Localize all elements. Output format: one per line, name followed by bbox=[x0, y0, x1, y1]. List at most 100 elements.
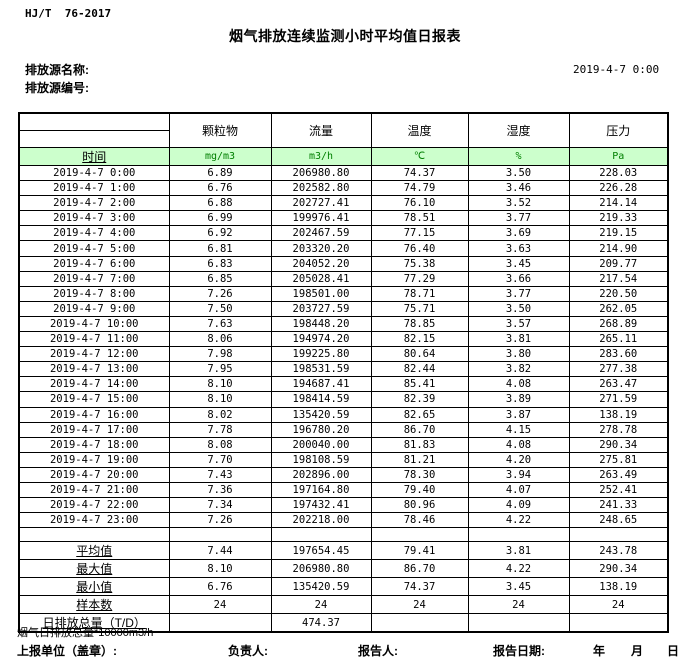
column-header: 湿度 bbox=[467, 112, 570, 148]
value-cell: 214.14 bbox=[568, 195, 669, 212]
value-cell: 7.50 bbox=[168, 300, 272, 317]
summary-label: 最大值 bbox=[18, 559, 170, 579]
value-cell: 197164.80 bbox=[270, 481, 372, 499]
table-row: 2019-4-7 16:00 8.02 135420.59 82.65 3.87 138.… bbox=[18, 406, 669, 423]
value-cell: 82.65 bbox=[370, 406, 469, 423]
time-cell: 2019-4-7 17:00 bbox=[18, 421, 170, 438]
table-row: 2019-4-7 13:00 7.95 198531.59 82.44 3.82 277.… bbox=[18, 361, 669, 378]
summary-label: 平均值 bbox=[18, 541, 170, 561]
unit-cell: ℃ bbox=[370, 147, 469, 166]
table-row: 2019-4-7 17:00 7.78 196780.20 86.70 4.15 278.… bbox=[18, 421, 669, 438]
total-emission-note: 烟气日排放总量*10000m3/h bbox=[17, 627, 154, 639]
value-cell: 3.80 bbox=[467, 346, 570, 363]
value-cell: 206980.80 bbox=[270, 164, 372, 182]
summary-value-cell: 24 bbox=[568, 595, 669, 615]
value-cell: 4.20 bbox=[467, 451, 570, 468]
value-cell: 76.40 bbox=[370, 240, 469, 257]
value-cell: 74.79 bbox=[370, 180, 469, 197]
time-cell: 2019-4-7 23:00 bbox=[18, 512, 170, 529]
value-cell: 7.95 bbox=[168, 361, 272, 378]
value-cell: 135420.59 bbox=[270, 406, 372, 423]
value-cell: 7.34 bbox=[168, 497, 272, 514]
summary-value-cell: 24 bbox=[467, 595, 570, 615]
time-cell: 2019-4-7 19:00 bbox=[18, 451, 170, 468]
unit-cell: Pa bbox=[568, 147, 669, 166]
table-row: 2019-4-7 15:00 8.10 198414.59 82.39 3.89 271.… bbox=[18, 391, 669, 408]
summary-value-cell: 197654.45 bbox=[270, 541, 372, 561]
value-cell: 6.85 bbox=[168, 270, 272, 287]
time-cell: 2019-4-7 6:00 bbox=[18, 255, 170, 272]
page-title: 烟气排放连续监测小时平均值日报表 bbox=[229, 28, 461, 44]
summary-value-cell: 290.34 bbox=[568, 559, 669, 579]
value-cell: 3.63 bbox=[467, 240, 570, 257]
table-row: 2019-4-7 22:00 7.34 197432.41 80.96 4.09 241.… bbox=[18, 497, 669, 514]
standard-code: HJ/T 76-2017 bbox=[25, 7, 112, 20]
value-cell: 200040.00 bbox=[270, 436, 372, 453]
table-row: 2019-4-7 10:00 7.63 198448.20 78.85 3.57 268.… bbox=[18, 315, 669, 333]
time-cell: 2019-4-7 15:00 bbox=[18, 391, 170, 408]
table-row: 2019-4-7 3:00 6.99 199976.41 78.51 3.77 219.3… bbox=[18, 210, 669, 227]
value-cell: 209.77 bbox=[568, 255, 669, 272]
value-cell: 241.33 bbox=[568, 497, 669, 514]
column-header: 流量 bbox=[270, 112, 372, 148]
value-cell: 268.89 bbox=[568, 315, 669, 333]
table-row: 2019-4-7 20:00 7.43 202896.00 78.30 3.94 263.… bbox=[18, 466, 669, 483]
value-cell: 198501.00 bbox=[270, 285, 372, 302]
value-cell: 7.70 bbox=[168, 451, 272, 468]
value-cell: 81.83 bbox=[370, 436, 469, 453]
summary-value-cell: 138.19 bbox=[568, 577, 669, 597]
value-cell: 205028.41 bbox=[270, 270, 372, 287]
time-header: 时间 bbox=[18, 147, 170, 166]
value-cell: 75.71 bbox=[370, 300, 469, 317]
time-cell: 2019-4-7 4:00 bbox=[18, 225, 170, 242]
summary-row: 样本数 24 24 24 24 24 bbox=[18, 595, 669, 615]
table-row: 2019-4-7 4:00 6.92 202467.59 77.15 3.69 219.1… bbox=[18, 225, 669, 242]
time-cell: 2019-4-7 1:00 bbox=[18, 180, 170, 197]
summary-value-cell: 24 bbox=[370, 595, 469, 615]
value-cell: 78.51 bbox=[370, 210, 469, 227]
value-cell: 6.88 bbox=[168, 195, 272, 212]
unit-row: 时间 mg/m3 m3/h ℃ % Pa bbox=[18, 147, 669, 166]
table-row: 2019-4-7 19:00 7.70 198108.59 81.21 4.20 275.… bbox=[18, 451, 669, 468]
value-cell: 278.78 bbox=[568, 421, 669, 438]
spacer-cell bbox=[168, 527, 272, 543]
value-cell: 277.38 bbox=[568, 361, 669, 378]
value-cell: 6.81 bbox=[168, 240, 272, 257]
summary-row: 最小值 6.76 135420.59 74.37 3.45 138.19 bbox=[18, 577, 669, 597]
table-row: 2019-4-7 21:00 7.36 197164.80 79.40 4.07 252.… bbox=[18, 481, 669, 499]
summary-label: 最小值 bbox=[18, 577, 170, 597]
value-cell: 202896.00 bbox=[270, 466, 372, 483]
summary-value-cell bbox=[568, 613, 669, 633]
summary-value-cell: 8.10 bbox=[168, 559, 272, 579]
unit-cell: mg/m3 bbox=[168, 147, 272, 166]
value-cell: 3.82 bbox=[467, 361, 570, 378]
value-cell: 263.47 bbox=[568, 376, 669, 393]
summary-value-cell bbox=[467, 613, 570, 633]
value-cell: 214.90 bbox=[568, 240, 669, 257]
time-cell: 2019-4-7 16:00 bbox=[18, 406, 170, 423]
value-cell: 202582.80 bbox=[270, 180, 372, 197]
month-label: 月 bbox=[631, 644, 644, 658]
value-cell: 202727.41 bbox=[270, 195, 372, 212]
value-cell: 78.46 bbox=[370, 512, 469, 529]
value-cell: 8.08 bbox=[168, 436, 272, 453]
value-cell: 78.85 bbox=[370, 315, 469, 333]
value-cell: 202218.00 bbox=[270, 512, 372, 529]
time-cell: 2019-4-7 10:00 bbox=[18, 315, 170, 333]
value-cell: 4.15 bbox=[467, 421, 570, 438]
value-cell: 138.19 bbox=[568, 406, 669, 423]
value-cell: 3.52 bbox=[467, 195, 570, 212]
value-cell: 81.21 bbox=[370, 451, 469, 468]
value-cell: 77.15 bbox=[370, 225, 469, 242]
summary-value-cell: 79.41 bbox=[370, 541, 469, 561]
time-cell: 2019-4-7 21:00 bbox=[18, 481, 170, 499]
value-cell: 196780.20 bbox=[270, 421, 372, 438]
source-id-label: 排放源编号: bbox=[25, 81, 89, 95]
value-cell: 7.63 bbox=[168, 315, 272, 333]
unit-cell: m3/h bbox=[270, 147, 372, 166]
value-cell: 252.41 bbox=[568, 481, 669, 499]
value-cell: 79.40 bbox=[370, 481, 469, 499]
table-row: 2019-4-7 5:00 6.81 203320.20 76.40 3.63 214.9… bbox=[18, 240, 669, 257]
value-cell: 198108.59 bbox=[270, 451, 372, 468]
table-row: 2019-4-7 6:00 6.83 204052.20 75.38 3.45 209.7… bbox=[18, 255, 669, 272]
